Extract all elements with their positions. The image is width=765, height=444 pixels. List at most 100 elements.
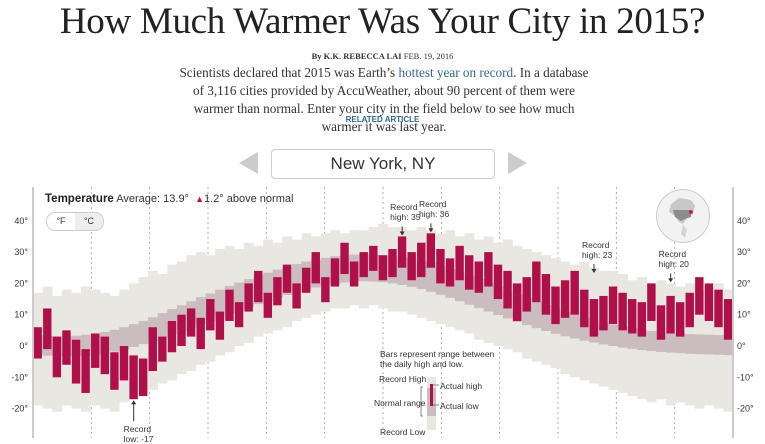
chart-label: Temperature <box>45 193 114 205</box>
actual-range-bar <box>359 252 368 278</box>
annotation-line1: Record <box>123 424 152 435</box>
annotations <box>131 223 674 422</box>
actual-range-bar <box>407 252 416 281</box>
unit-toggle[interactable]: °F °C <box>46 212 104 231</box>
normal-range-bar <box>138 320 149 345</box>
actual-range-bar <box>340 242 349 275</box>
actual-range-bar <box>589 299 599 337</box>
normal-range-bar <box>675 333 686 354</box>
actual-range-bar <box>560 280 570 318</box>
intro-text-1: Scientists declared that 2015 was Earth’… <box>179 65 399 80</box>
actual-range-bar <box>349 261 359 287</box>
axes: -20° -20° -10° -10° 0° 0° 10° 10° 20° 20° 30° 30° 40… <box>11 187 754 438</box>
actual-range-bar <box>503 270 512 309</box>
actual-range-bar <box>62 330 71 365</box>
legend-actual-low: Actual low <box>440 401 479 411</box>
actual-range-bar <box>465 255 474 290</box>
normal-range-bar <box>723 335 734 356</box>
record-annotation: Record high: 35 <box>390 202 420 222</box>
actual-range-bar <box>618 292 627 331</box>
normal-range-bar <box>531 301 542 329</box>
actual-range-bar <box>723 299 733 340</box>
actual-range-bar <box>628 299 637 334</box>
normal-range-bar <box>656 331 667 352</box>
related-article-link[interactable]: RELATED ARTICLE <box>345 115 420 124</box>
actual-range-bar <box>71 339 81 384</box>
record-annotation: Record high: 36 <box>419 199 449 219</box>
actual-range-bar <box>225 289 234 321</box>
actual-range-bar <box>656 305 666 340</box>
normal-range-bar <box>196 297 206 325</box>
arrow-down-icon <box>428 228 434 233</box>
annotation-line2: high: 36 <box>418 209 450 220</box>
normal-range-bar <box>560 311 571 337</box>
arrow-down-icon <box>668 278 674 283</box>
intro-paragraph: Scientists declared that 2015 was Earth’… <box>178 64 590 136</box>
actual-range-bar <box>474 261 483 293</box>
y-tick-label-right: 20° <box>737 278 751 288</box>
annotation-line1: Record <box>581 240 610 250</box>
y-tick-label-right: 0° <box>737 341 746 351</box>
annotation-line2: high: 20 <box>658 259 689 270</box>
legend-caption-line2: the daily high and low. <box>380 359 464 369</box>
actual-range-bar <box>110 352 119 390</box>
actual-range-bar <box>512 283 522 321</box>
byline: By K.K. REBECCA LAI FEB. 19, 2016 <box>0 51 765 61</box>
normal-range-bar <box>665 332 676 353</box>
actual-range-bar <box>445 258 455 287</box>
actual-range-bar <box>666 295 675 334</box>
intro-text-2: . In a database of 3,116 cities provided… <box>192 65 589 134</box>
actual-range-bar <box>244 283 253 312</box>
byline-date: FEB. 19, 2016 <box>403 51 454 61</box>
y-tick-label-right: 30° <box>737 247 751 257</box>
actual-range-bar <box>33 327 42 359</box>
normal-range-bar <box>541 304 552 331</box>
actual-range-bar <box>580 289 589 328</box>
actual-range-bar <box>685 292 694 328</box>
actual-range-bar <box>100 336 110 375</box>
normal-range-bar <box>569 314 580 339</box>
record-annotation: Record low: -17 <box>124 424 154 444</box>
legend-caption-line1: Bars represent range between <box>380 349 495 359</box>
previous-city-button[interactable] <box>239 152 258 174</box>
y-tick-label-left: 30° <box>14 247 28 257</box>
next-city-button[interactable] <box>508 152 527 174</box>
delta-text: 1.2° above normal <box>204 193 294 205</box>
normal-range-bar <box>128 324 139 347</box>
normal-range-bar <box>263 272 274 301</box>
actual-range-bar <box>254 270 263 303</box>
actual-range-bar <box>292 283 301 309</box>
annotation-line2: high: 23 <box>581 250 613 260</box>
normal-range-bar <box>215 289 226 318</box>
y-tick-label-left: 20° <box>14 278 28 288</box>
normal-range-bar <box>426 263 437 292</box>
normal-range-bar <box>109 329 120 352</box>
byline-author[interactable]: By K.K. REBECCA LAI <box>311 51 402 61</box>
y-tick-label-left: 0° <box>19 341 28 351</box>
actual-range-bar <box>52 336 62 378</box>
actual-range-bar <box>369 245 378 271</box>
annotation-line1: Record <box>418 199 447 210</box>
legend-actual-high: Actual high <box>440 381 483 391</box>
actual-range-bar <box>129 355 138 400</box>
legend-normal-range: Normal range <box>374 398 426 408</box>
actual-range-bar <box>215 311 225 340</box>
legend-record-high: Record High <box>379 374 427 384</box>
actual-range-bar <box>321 277 330 303</box>
actual-range-bar <box>522 277 531 312</box>
city-input[interactable]: New York, NY <box>271 149 495 179</box>
actual-range-bar <box>186 308 196 337</box>
hottest-year-link[interactable]: hottest year on record <box>398 65 514 80</box>
actual-range-bar <box>714 289 723 328</box>
normal-range-bar <box>608 324 619 346</box>
unit-fahrenheit-button[interactable]: °F <box>56 216 66 226</box>
actual-range-bar <box>81 349 90 393</box>
actual-range-bar <box>541 274 551 315</box>
actual-range-bar <box>455 245 464 281</box>
legend-graphic <box>420 377 439 430</box>
legend-record-low: Record Low <box>380 427 426 437</box>
unit-celsius-button[interactable]: °C <box>75 213 103 230</box>
y-tick-label-right: 10° <box>737 310 751 320</box>
actual-range-bar <box>417 242 426 278</box>
